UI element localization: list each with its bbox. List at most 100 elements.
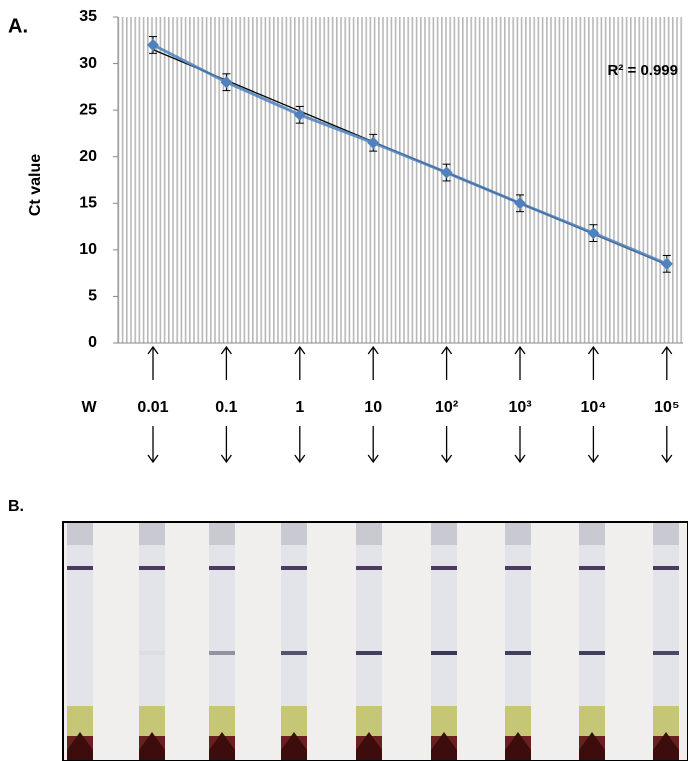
strip-top (281, 523, 307, 545)
marker (660, 257, 673, 270)
pad (209, 706, 235, 736)
control-line (579, 566, 605, 570)
pad (139, 706, 165, 736)
x-tick-label: 10 (364, 399, 382, 416)
y-tick-label: 0 (88, 334, 97, 351)
strip-arrow (67, 732, 93, 760)
strip-top (67, 523, 93, 545)
control-line (653, 566, 679, 570)
control-line (67, 566, 93, 570)
control-line (209, 566, 235, 570)
x-tick-label: 10² (435, 399, 458, 416)
pad (505, 706, 531, 736)
strip-arrow (356, 732, 382, 760)
arrow-head (294, 345, 306, 355)
panel-label: B. (8, 498, 24, 515)
control-line (139, 566, 165, 570)
strip-top (505, 523, 531, 545)
arrow-head (147, 345, 159, 355)
y-tick-label: 30 (79, 55, 97, 72)
test-line (281, 651, 307, 655)
lane-label: W (81, 399, 97, 416)
pad (67, 706, 93, 736)
plot: 0 5 10 15 20 25 30 35 R² = 0.999 (79, 8, 683, 351)
arrow-head (587, 345, 599, 355)
arrow-head (661, 454, 673, 464)
strip-arrow (431, 732, 457, 760)
strip-arrow (139, 732, 165, 760)
y-tick-label: 20 (79, 148, 97, 165)
test-strips-photo (62, 521, 688, 761)
x-tick-label: 10⁴ (581, 399, 607, 416)
marker (587, 227, 600, 240)
pad (431, 706, 457, 736)
y-axis-label: Ct value (27, 154, 44, 216)
y-tick-label: 35 (79, 8, 97, 25)
strip-arrow (505, 732, 531, 760)
y-tick-label: 5 (88, 288, 97, 305)
marker (147, 38, 159, 51)
strip-arrow (209, 732, 235, 760)
strip-top (431, 523, 457, 545)
strip (431, 523, 457, 706)
arrow-head (220, 454, 232, 464)
control-line (431, 566, 457, 570)
arrow-head (514, 454, 526, 464)
annotation: R² = 0.999 (608, 62, 678, 79)
pad (281, 706, 307, 736)
control-line (356, 566, 382, 570)
arrow-head (367, 454, 379, 464)
strip (209, 523, 235, 706)
pad (653, 706, 679, 736)
x-tick-label: 0.1 (215, 399, 237, 416)
grid (118, 17, 683, 343)
test-line (431, 651, 457, 655)
marker (220, 76, 233, 89)
y-tick-label: 10 (79, 241, 97, 258)
arrow-head (514, 345, 526, 355)
strip-top (139, 523, 165, 545)
arrow-head (441, 454, 453, 464)
strip (281, 523, 307, 706)
strip (579, 523, 605, 706)
strip-arrow (653, 732, 679, 760)
control-line (505, 566, 531, 570)
series-line (152, 43, 668, 266)
strip (653, 523, 679, 706)
test-line (579, 651, 605, 655)
arrow-head (441, 345, 453, 355)
marker (293, 108, 306, 121)
marker (514, 197, 526, 210)
strip-top (356, 523, 382, 545)
arrow-head (220, 345, 232, 355)
y-tick-label: 25 (79, 101, 97, 118)
test-line (209, 651, 235, 655)
test-line (356, 651, 382, 655)
marker (440, 166, 453, 179)
x-tick-label: 10³ (508, 399, 531, 416)
x-tick-label: 1 (295, 399, 304, 416)
pad (579, 706, 605, 736)
pad (356, 706, 382, 736)
strip (139, 523, 165, 706)
control-line (281, 566, 307, 570)
strip-arrow (281, 732, 307, 760)
arrow-head (587, 454, 599, 464)
test-line (505, 651, 531, 655)
strip (505, 523, 531, 706)
x-tick-label: 10⁵ (654, 399, 679, 416)
arrow-head (367, 345, 379, 355)
test-line (653, 651, 679, 655)
test-line (139, 651, 165, 655)
strip-top (653, 523, 679, 545)
strip-top (209, 523, 235, 545)
strip (67, 523, 93, 706)
y-tick-label: 15 (79, 195, 97, 212)
arrow-head (147, 454, 159, 464)
panel-label: A. (8, 15, 28, 37)
strip-top (579, 523, 605, 545)
strip-arrow (579, 732, 605, 760)
marker (367, 136, 380, 149)
arrow-head (661, 345, 673, 355)
